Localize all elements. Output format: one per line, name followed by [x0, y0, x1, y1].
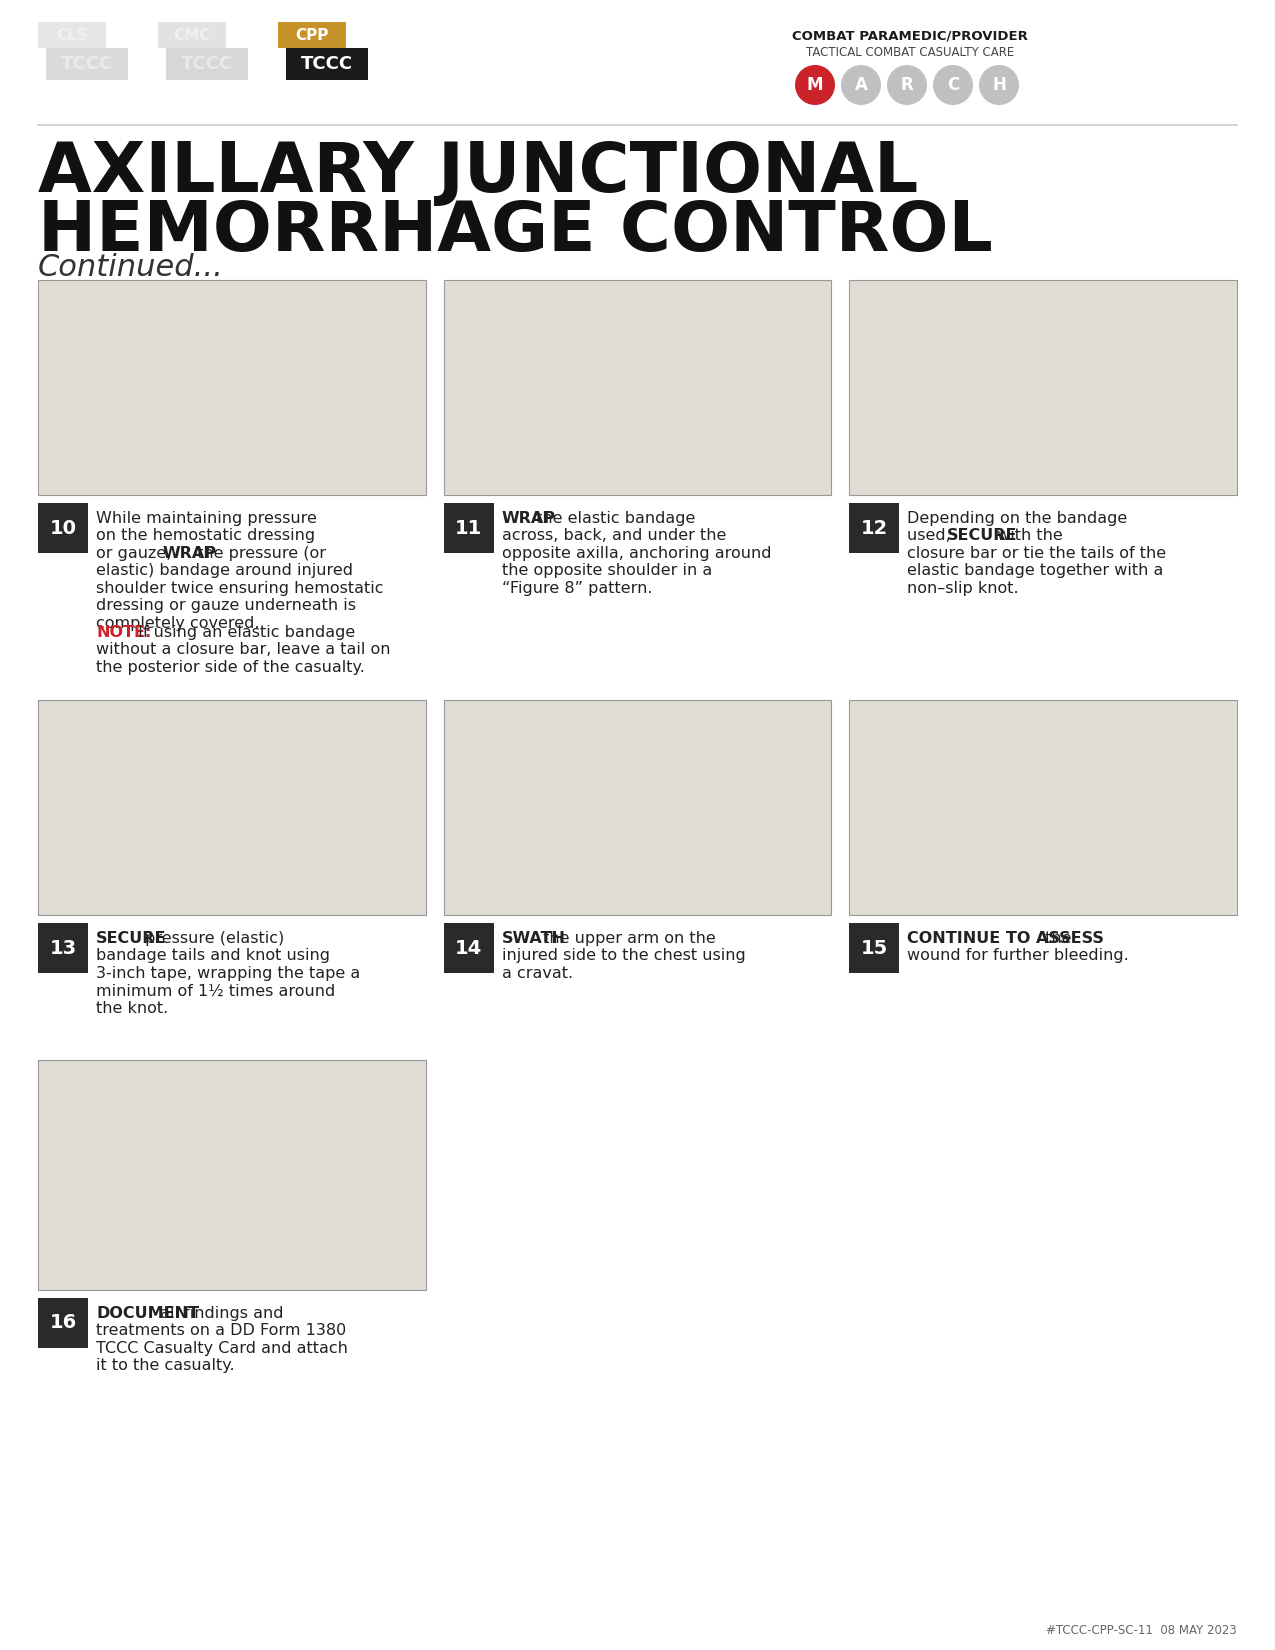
- Text: DOCUMENT: DOCUMENT: [96, 1307, 199, 1322]
- Bar: [38, 21, 106, 48]
- Circle shape: [887, 64, 927, 106]
- Text: TCCC: TCCC: [61, 54, 113, 73]
- Text: the elastic bandage: the elastic bandage: [532, 512, 695, 526]
- Text: CONTINUE TO ASSESS: CONTINUE TO ASSESS: [908, 931, 1104, 945]
- Text: the: the: [1040, 931, 1071, 945]
- Bar: [158, 21, 226, 48]
- Circle shape: [842, 64, 881, 106]
- Text: CLS: CLS: [56, 28, 88, 43]
- Bar: [166, 48, 249, 79]
- Bar: [38, 1299, 88, 1348]
- Text: A: A: [854, 76, 867, 94]
- Text: TCCC Casualty Card and attach: TCCC Casualty Card and attach: [96, 1341, 348, 1356]
- Text: bandage tails and knot using: bandage tails and knot using: [96, 949, 330, 964]
- Bar: [849, 700, 1237, 916]
- Bar: [849, 280, 1237, 495]
- Text: it to the casualty.: it to the casualty.: [96, 1358, 235, 1373]
- Text: wound for further bleeding.: wound for further bleeding.: [908, 949, 1130, 964]
- Text: AXILLARY JUNCTIONAL: AXILLARY JUNCTIONAL: [38, 139, 918, 206]
- Text: COMBAT PARAMEDIC/PROVIDER: COMBAT PARAMEDIC/PROVIDER: [792, 30, 1028, 43]
- Text: NOTE:: NOTE:: [96, 625, 152, 640]
- Text: M: M: [807, 76, 824, 94]
- Text: without a closure bar, leave a tail on: without a closure bar, leave a tail on: [96, 642, 390, 657]
- Text: #TCCC-CPP-SC-11  08 MAY 2023: #TCCC-CPP-SC-11 08 MAY 2023: [1047, 1624, 1237, 1637]
- Text: the upper arm on the: the upper arm on the: [538, 931, 717, 945]
- Text: 3-inch tape, wrapping the tape a: 3-inch tape, wrapping the tape a: [96, 965, 361, 982]
- Text: the pressure (or: the pressure (or: [193, 546, 326, 561]
- Text: R: R: [900, 76, 913, 94]
- Bar: [444, 280, 831, 495]
- Text: a cravat.: a cravat.: [501, 965, 572, 982]
- Text: closure bar or tie the tails of the: closure bar or tie the tails of the: [908, 546, 1167, 561]
- Bar: [38, 503, 88, 553]
- Text: the posterior side of the casualty.: the posterior side of the casualty.: [96, 660, 365, 675]
- Bar: [46, 48, 128, 79]
- Circle shape: [933, 64, 973, 106]
- Text: completely covered.: completely covered.: [96, 615, 260, 630]
- Text: used,: used,: [908, 528, 956, 543]
- Text: the opposite shoulder in a: the opposite shoulder in a: [501, 563, 711, 579]
- Text: 10: 10: [50, 518, 76, 538]
- Text: 11: 11: [455, 518, 482, 538]
- Text: Continued...: Continued...: [38, 254, 224, 282]
- Text: TACTICAL COMBAT CASUALTY CARE: TACTICAL COMBAT CASUALTY CARE: [806, 46, 1014, 58]
- Text: on the hemostatic dressing: on the hemostatic dressing: [96, 528, 315, 543]
- Text: SECURE: SECURE: [96, 931, 167, 945]
- Text: WRAP: WRAP: [163, 546, 217, 561]
- Bar: [38, 922, 88, 974]
- Bar: [38, 1059, 426, 1290]
- Text: injured side to the chest using: injured side to the chest using: [501, 949, 746, 964]
- Text: TCCC: TCCC: [181, 54, 233, 73]
- Text: Depending on the bandage: Depending on the bandage: [908, 512, 1127, 526]
- Text: all findings and: all findings and: [154, 1307, 283, 1322]
- Text: dressing or gauze underneath is: dressing or gauze underneath is: [96, 599, 356, 614]
- Text: 12: 12: [861, 518, 887, 538]
- Bar: [849, 503, 899, 553]
- Text: TCCC: TCCC: [301, 54, 353, 73]
- Text: across, back, and under the: across, back, and under the: [501, 528, 725, 543]
- Circle shape: [979, 64, 1019, 106]
- Bar: [444, 922, 493, 974]
- Text: shoulder twice ensuring hemostatic: shoulder twice ensuring hemostatic: [96, 581, 384, 596]
- Text: the knot.: the knot.: [96, 1002, 168, 1016]
- Text: 14: 14: [455, 939, 482, 957]
- Text: elastic) bandage around injured: elastic) bandage around injured: [96, 563, 353, 579]
- Text: SECURE: SECURE: [947, 528, 1017, 543]
- Bar: [849, 922, 899, 974]
- Text: 16: 16: [50, 1313, 76, 1333]
- Text: or gauze,: or gauze,: [96, 546, 176, 561]
- Text: HEMORRHAGE CONTROL: HEMORRHAGE CONTROL: [38, 198, 993, 266]
- Text: C: C: [947, 76, 959, 94]
- Text: CPP: CPP: [296, 28, 329, 43]
- Text: CMC: CMC: [173, 28, 210, 43]
- Text: pressure (elastic): pressure (elastic): [140, 931, 284, 945]
- Bar: [444, 503, 493, 553]
- Text: SWATH: SWATH: [501, 931, 566, 945]
- Text: with the: with the: [992, 528, 1062, 543]
- Bar: [444, 700, 831, 916]
- Text: While maintaining pressure: While maintaining pressure: [96, 512, 317, 526]
- Text: H: H: [992, 76, 1006, 94]
- Text: elastic bandage together with a: elastic bandage together with a: [908, 563, 1164, 579]
- Bar: [38, 700, 426, 916]
- Text: non–slip knot.: non–slip knot.: [908, 581, 1019, 596]
- Text: opposite axilla, anchoring around: opposite axilla, anchoring around: [501, 546, 771, 561]
- Circle shape: [796, 64, 835, 106]
- Text: 15: 15: [861, 939, 887, 957]
- Text: WRAP: WRAP: [501, 512, 556, 526]
- Text: “Figure 8” pattern.: “Figure 8” pattern.: [501, 581, 653, 596]
- Bar: [278, 21, 346, 48]
- Text: If using an elastic bandage: If using an elastic bandage: [133, 625, 354, 640]
- Bar: [38, 280, 426, 495]
- Text: 13: 13: [50, 939, 76, 957]
- Bar: [286, 48, 368, 79]
- Text: treatments on a DD Form 1380: treatments on a DD Form 1380: [96, 1323, 347, 1338]
- Text: minimum of 1½ times around: minimum of 1½ times around: [96, 983, 335, 998]
